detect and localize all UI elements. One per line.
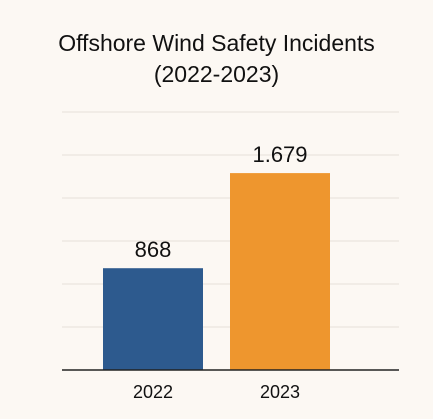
x-tick-label-2023: 2023	[260, 382, 300, 402]
value-label-2023: 1.679	[252, 142, 307, 167]
chart-title-line-2: (2022-2023)	[153, 61, 280, 87]
bar-2022	[103, 268, 203, 370]
value-label-2022: 868	[135, 237, 172, 262]
x-tick-label-2022: 2022	[133, 382, 173, 402]
chart-title-line-1: Offshore Wind Safety Incidents	[58, 30, 375, 56]
bars	[103, 173, 330, 370]
labels: 868 2022 1.679 2023	[133, 142, 308, 402]
bar-2023	[230, 173, 330, 370]
